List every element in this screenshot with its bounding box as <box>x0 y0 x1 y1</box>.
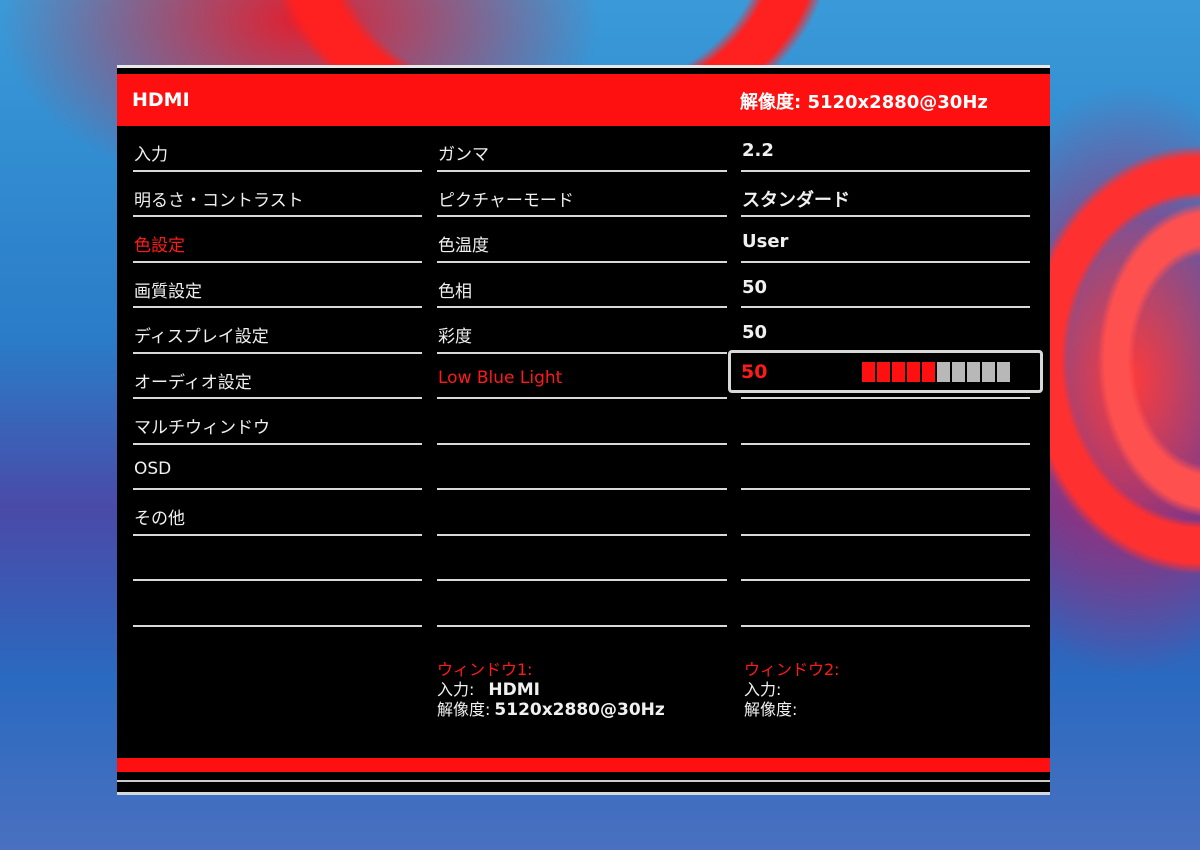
footer-divider <box>117 780 1050 782</box>
value-item-3: 50 <box>741 263 1030 308</box>
footer-bar <box>117 758 1050 772</box>
menu-item-1[interactable]: 明るさ・コントラスト <box>133 172 422 217</box>
menu-item-5[interactable]: オーディオ設定 <box>133 354 422 399</box>
menu-item-10 <box>133 581 422 627</box>
slider-bar[interactable] <box>862 362 1010 382</box>
submenu-item-10 <box>437 581 727 627</box>
slider-segment <box>922 362 935 382</box>
submenu-item-7 <box>437 445 727 490</box>
slider-value: 50 <box>741 361 768 383</box>
window2-title: ウィンドウ2: <box>744 660 840 679</box>
value-item-8 <box>741 490 1030 536</box>
value-item-10 <box>741 581 1030 627</box>
value-item-6 <box>741 399 1030 445</box>
submenu-item-2[interactable]: 色温度 <box>437 217 727 263</box>
menu-item-4[interactable]: ディスプレイ設定 <box>133 308 422 354</box>
window1-res-value: 5120x2880@30Hz <box>494 700 665 720</box>
value-item-5 <box>741 354 1030 399</box>
main-menu: 入力 明るさ・コントラスト 色設定 画質設定 ディスプレイ設定 オーディオ設定 マルチウィン… <box>133 126 422 627</box>
submenu-item-3[interactable]: 色相 <box>437 263 727 308</box>
osd-menu: HDMI 解像度: 5120x2880@30Hz 入力 明るさ・コントラスト 色設定… <box>117 65 1050 795</box>
window1-info: ウィンドウ1: 入力: HDMI 解像度: 5120x2880@30Hz <box>437 660 665 720</box>
slider-segment <box>937 362 950 382</box>
window2-res-label: 解像度: <box>744 700 798 719</box>
slider-segment <box>907 362 920 382</box>
value-item-9 <box>741 536 1030 581</box>
value-item-2: User <box>741 217 1030 263</box>
window1-title: ウィンドウ1: <box>437 660 533 679</box>
value-column: 2.2 スタンダード User 50 50 <box>741 126 1030 627</box>
window1-input-value: HDMI <box>488 680 540 700</box>
slider-segment <box>982 362 995 382</box>
slider-segment <box>967 362 980 382</box>
menu-item-2[interactable]: 色設定 <box>133 217 422 263</box>
slider-segment <box>952 362 965 382</box>
submenu-item-5[interactable]: Low Blue Light <box>437 354 727 399</box>
window1-res-label: 解像度: <box>437 700 491 719</box>
value-item-4: 50 <box>741 308 1030 354</box>
menu-item-6[interactable]: マルチウィンドウ <box>133 399 422 445</box>
window2-info: ウィンドウ2: 入力: 解像度: <box>744 660 840 720</box>
submenu-item-9 <box>437 536 727 581</box>
value-item-0: 2.2 <box>741 126 1030 172</box>
menu-item-7[interactable]: OSD <box>133 445 422 490</box>
menu-item-0[interactable]: 入力 <box>133 126 422 172</box>
submenu-item-0[interactable]: ガンマ <box>437 126 727 172</box>
menu-item-9 <box>133 536 422 581</box>
input-source: HDMI <box>132 89 190 111</box>
menu-item-8[interactable]: その他 <box>133 490 422 536</box>
menu-item-3[interactable]: 画質設定 <box>133 263 422 308</box>
slider-segment <box>997 362 1010 382</box>
slider-segment <box>877 362 890 382</box>
slider-segment <box>862 362 875 382</box>
low-blue-light-slider[interactable]: 50 <box>728 350 1043 393</box>
slider-segment <box>892 362 905 382</box>
window2-input-label: 入力: <box>744 680 782 699</box>
value-item-1: スタンダード <box>741 172 1030 217</box>
resolution-readout: 解像度: 5120x2880@30Hz <box>740 92 988 113</box>
submenu-item-4[interactable]: 彩度 <box>437 308 727 354</box>
submenu-item-8 <box>437 490 727 536</box>
value-item-7 <box>741 445 1030 490</box>
submenu-item-6 <box>437 399 727 445</box>
submenu-item-1[interactable]: ピクチャーモード <box>437 172 727 217</box>
window1-input-label: 入力: <box>437 680 475 699</box>
sub-menu: ガンマ ピクチャーモード 色温度 色相 彩度 Low Blue Light <box>437 126 727 627</box>
osd-header: HDMI 解像度: 5120x2880@30Hz <box>117 74 1050 126</box>
